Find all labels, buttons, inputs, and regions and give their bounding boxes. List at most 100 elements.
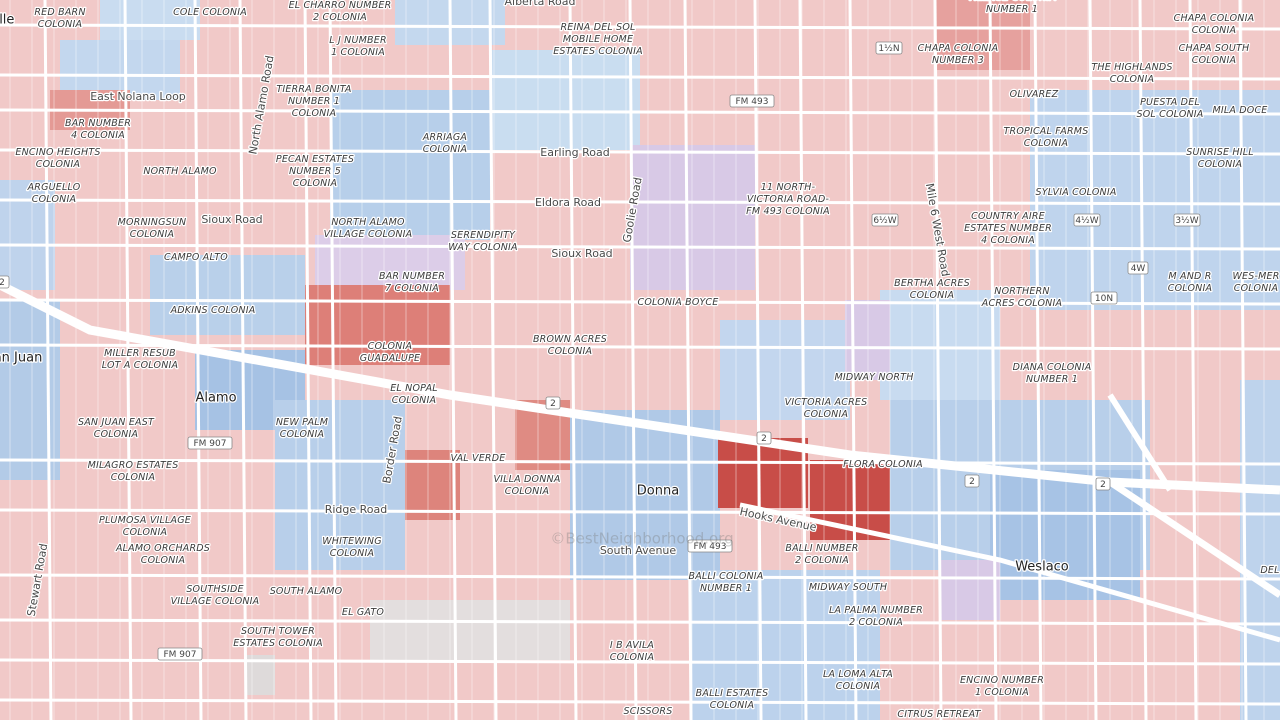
route-shield-label: 2 xyxy=(761,434,767,444)
place-label-line: ENCINO HEIGHTS xyxy=(15,147,100,158)
place-label-line: COLONIA xyxy=(330,548,374,559)
place-label: PLUMOSA VILLAGE COLONIA xyxy=(99,515,191,538)
place-label: WES-MER COLONIA xyxy=(1232,271,1279,294)
place-label-line: MIDWAY SOUTH xyxy=(809,582,887,593)
place-label-line: NORTH ALAMO xyxy=(143,166,217,177)
route-shield xyxy=(545,396,561,410)
street xyxy=(0,343,1280,351)
place-label: COLE COLONIA xyxy=(173,7,247,18)
town-label: Donna xyxy=(637,484,679,499)
place-label-line: RED BARN xyxy=(34,7,85,18)
town-label: Weslaco xyxy=(1015,560,1069,575)
place-label-line: COLONIA xyxy=(38,19,82,30)
place-label: ARRIAGA COLONIA xyxy=(422,132,467,155)
route-shield-label: 4½W xyxy=(1075,216,1098,226)
place-label-line: COLONIA xyxy=(1198,159,1242,170)
place-label-line: COLONIA xyxy=(368,341,412,352)
road-label: Ridge Road xyxy=(325,503,388,516)
place-label-line: VICTORIA ROAD- xyxy=(747,194,830,205)
place-label-line: COLONIA xyxy=(836,681,880,692)
street xyxy=(0,108,1280,116)
place-label: ENCINO NUMBER 1 COLONIA xyxy=(960,675,1044,698)
place-label-line: MOBILE HOME xyxy=(563,34,633,45)
place-label-line: SOUTH ALAMO xyxy=(270,586,343,597)
street xyxy=(568,0,578,720)
place-label-line: VILLAGE COLONIA xyxy=(968,0,1057,3)
route-shield-label: 2 xyxy=(0,278,5,288)
place-label-line: COLONIA xyxy=(32,194,76,205)
place-label-line: MILA DOCE xyxy=(1212,105,1267,116)
place-label-line: ESTATES NUMBER xyxy=(964,223,1052,234)
place-label-line: CHAPA COLONIA xyxy=(918,43,999,54)
place-label-line: ESTATES COLONIA xyxy=(553,46,643,57)
street xyxy=(238,0,248,720)
place-label-line: COLONIA xyxy=(94,429,138,440)
place-label-line: FLORA COLONIA xyxy=(843,459,923,470)
place-label-line: M AND R xyxy=(1168,271,1211,282)
place-label-line: 2 COLONIA xyxy=(849,617,903,628)
route-shield-label: 10N xyxy=(1095,294,1113,304)
route-shield xyxy=(1173,213,1201,227)
place-label-line: NUMBER 1 xyxy=(1026,374,1078,385)
street xyxy=(683,0,693,720)
road-label: Sioux Road xyxy=(551,247,612,260)
place-label: BALLI NUMBER 2 COLONIA xyxy=(785,543,858,566)
place-label-line: ADKINS COLONIA xyxy=(170,305,256,316)
place-label-line: SERENDIPITY xyxy=(451,230,516,241)
watermark: ©BestNeighborhood.org xyxy=(550,530,733,548)
place-label-line: VILLA DONNA xyxy=(493,474,560,485)
place-label: DEL xyxy=(1260,565,1279,576)
place-label: REINA DEL SOL MOBILE HOME ESTATES COLONIA xyxy=(553,22,643,57)
place-label-line: 2 COLONIA xyxy=(313,12,367,23)
street xyxy=(303,0,313,720)
street xyxy=(628,0,638,720)
place-label: THE HIGHLANDS COLONIA xyxy=(1091,62,1172,85)
route-shield-label: 2 xyxy=(1100,480,1106,490)
road-label: Alberta Road xyxy=(504,0,575,8)
place-label: ENCINO HEIGHTS COLONIA xyxy=(15,147,100,170)
place-label-line: SOL COLONIA xyxy=(1136,109,1203,120)
route-shield xyxy=(157,647,203,661)
place-label-line: CITRUS RETREAT xyxy=(897,709,981,720)
place-label: BAR NUMBER 7 COLONIA xyxy=(379,271,445,294)
place-label-line: LOT A COLONIA xyxy=(102,360,178,371)
place-label-line: COLONIA xyxy=(804,409,848,420)
place-label: L J NUMBER 1 COLONIA xyxy=(329,35,387,58)
place-label-line: 1 COLONIA xyxy=(331,47,385,58)
place-label: EL NOPAL COLONIA xyxy=(390,383,438,406)
street xyxy=(193,0,203,720)
place-label: OLIVAREZ xyxy=(1010,89,1059,100)
place-label-line: NUMBER 3 xyxy=(932,55,984,66)
route-shield-label: FM 907 xyxy=(194,439,227,449)
street xyxy=(1138,0,1148,720)
place-label-line: CHAPA COLONIA xyxy=(1174,13,1255,24)
place-label: SOUTH TOWER ESTATES COLONIA xyxy=(233,626,323,649)
town-label: ille xyxy=(0,13,14,28)
place-label: TROPICAL FARMS COLONIA xyxy=(1004,126,1089,149)
route-shield xyxy=(875,41,903,55)
place-label: BALLI COLONIA NUMBER 1 xyxy=(688,571,763,594)
route-shield-label: FM 907 xyxy=(164,650,197,660)
place-label: NEW PALM COLONIA xyxy=(276,417,328,440)
place-label-line: LA PALMA NUMBER xyxy=(829,605,923,616)
place-label: 11 NORTH-VICTORIA ROAD-FM 493 COLONIA xyxy=(746,182,830,217)
place-label: BROWN ACRES COLONIA xyxy=(533,334,607,357)
street xyxy=(848,0,858,720)
place-label-line: I B AVILA xyxy=(610,640,654,651)
street xyxy=(1188,0,1198,720)
place-label-line: 11 NORTH- xyxy=(761,182,816,193)
place-label-line: 4 COLONIA xyxy=(981,235,1035,246)
place-label-line: BALLI ESTATES xyxy=(696,688,769,699)
place-label-line: 7 COLONIA xyxy=(385,283,439,294)
place-label: RED BARN COLONIA xyxy=(34,7,85,30)
place-label: MILLER RESUB LOT A COLONIA xyxy=(102,348,178,371)
road-label: Eldora Road xyxy=(535,196,601,209)
town-label: an Juan xyxy=(0,351,42,366)
place-label-line: COLONIA xyxy=(610,652,654,663)
place-label-line: EL NOPAL xyxy=(390,383,438,394)
place-label-line: VILLAGE COLONIA xyxy=(171,596,260,607)
place-label: WHITEWING COLONIA xyxy=(322,536,382,559)
place-label-line: NUMBER 1 xyxy=(986,4,1038,15)
